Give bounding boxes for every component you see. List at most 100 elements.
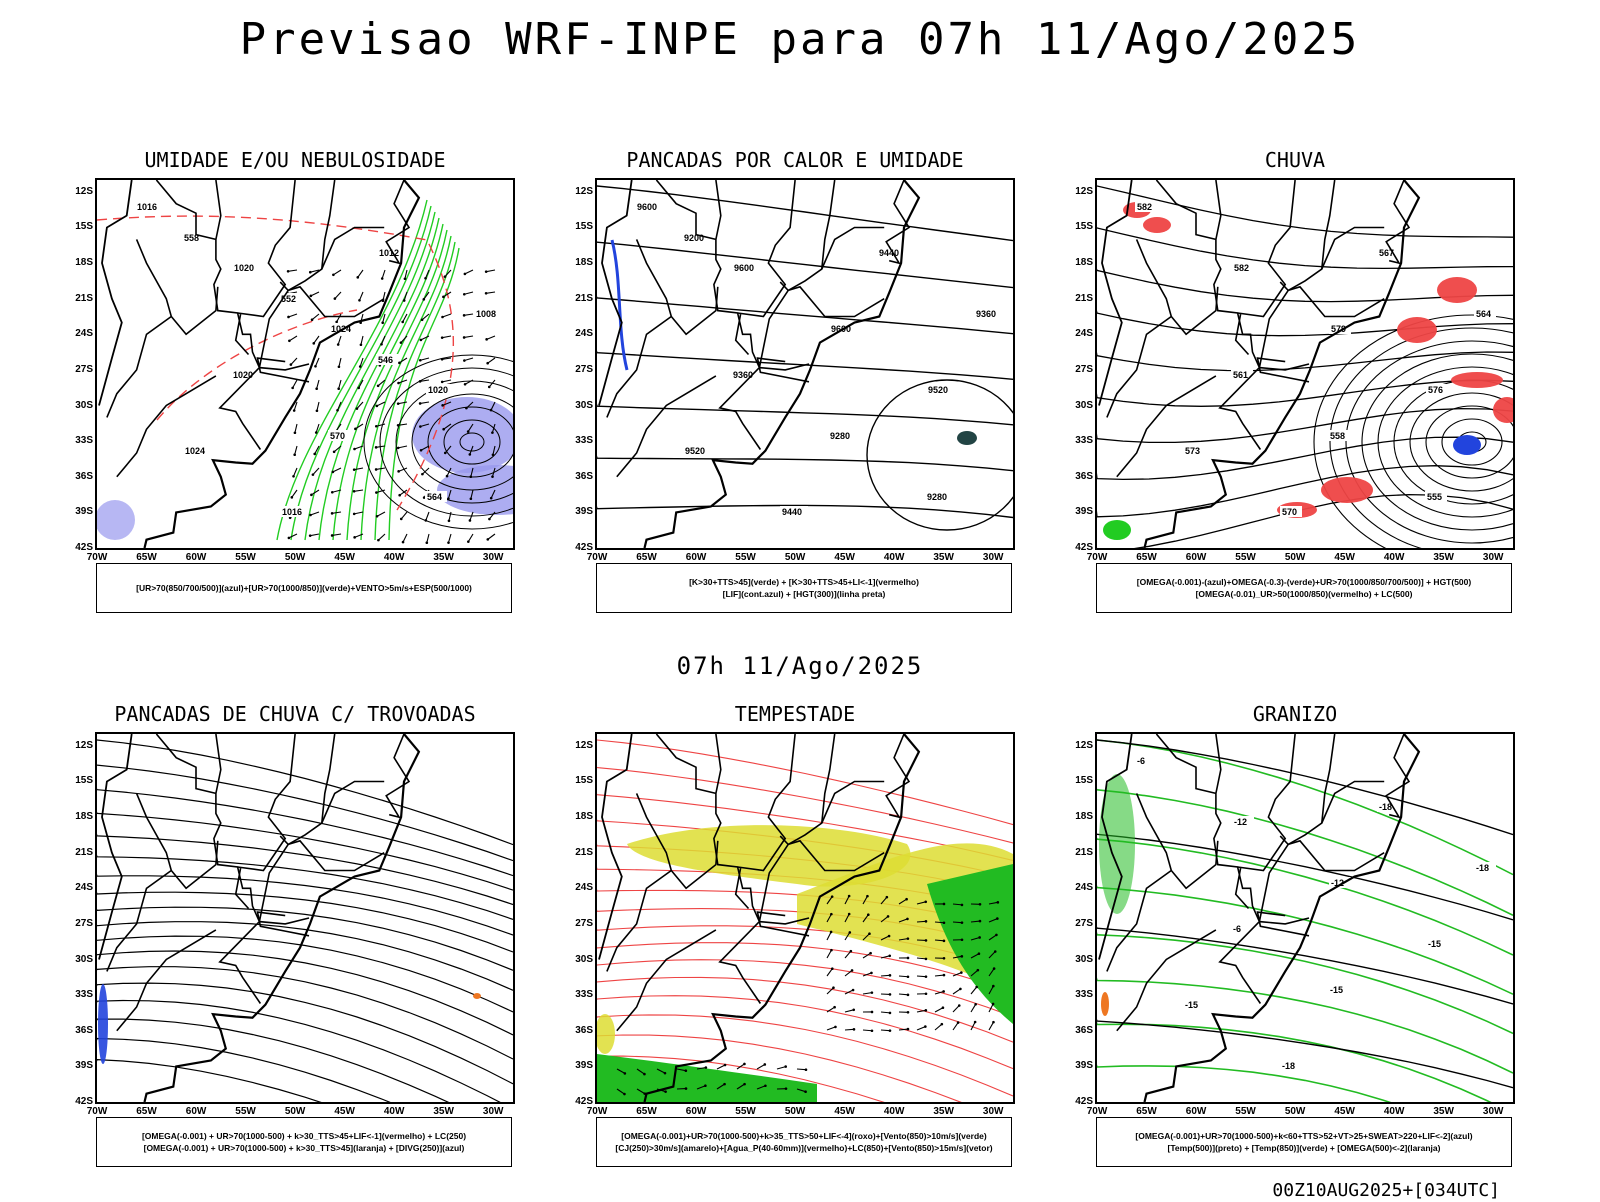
wind-vector: [382, 336, 385, 344]
rain-area: [1437, 277, 1477, 303]
state-border: [617, 376, 716, 477]
longitude-label: 55W: [226, 552, 266, 563]
latitude-label: 18S: [59, 257, 93, 268]
latitude-label: 33S: [559, 435, 593, 446]
legend-line: [LIF](cont.azul) + [HGT(300)](linha pret…: [723, 588, 886, 600]
state-border: [117, 930, 216, 1031]
latitude-label: 36S: [559, 471, 593, 482]
state-border: [1137, 793, 1218, 888]
latitude-label: 21S: [59, 847, 93, 858]
wind-vector-head: [463, 336, 466, 339]
omega-area: [1453, 435, 1481, 455]
contour-label: -15: [1330, 985, 1343, 995]
longitude-label: 70W: [1077, 1106, 1117, 1117]
wind-vector-head: [832, 986, 835, 989]
wind-vector: [487, 336, 495, 339]
panel-title: PANCADAS POR CALOR E UMIDADE: [575, 148, 1015, 172]
state-border: [280, 734, 335, 844]
rain-area: [1451, 372, 1503, 388]
wind-vector-head: [375, 446, 378, 449]
wind-vector-head: [311, 318, 314, 321]
state-border: [259, 287, 384, 370]
wind-vector-head: [957, 1021, 960, 1024]
wind-vector-head: [442, 428, 445, 431]
wind-vector-head: [942, 1006, 945, 1009]
state-border: [607, 871, 671, 972]
wind-vector-head: [357, 387, 360, 390]
wind-vector-head: [997, 901, 1000, 904]
wind-vector-head: [958, 1004, 961, 1007]
page-title: Previsao WRF-INPE para 07h 11/Ago/2025: [0, 14, 1600, 65]
wind-vector-head: [400, 341, 403, 344]
latitude-label: 18S: [1059, 811, 1093, 822]
latitude-label: 24S: [559, 328, 593, 339]
wind-vector: [310, 534, 319, 536]
longitude-label: 65W: [1127, 552, 1167, 563]
longitude-label: 35W: [924, 552, 964, 563]
latitude-label: 30S: [59, 400, 93, 411]
wind-vector-head: [643, 1073, 646, 1076]
wind-vector: [421, 336, 429, 340]
wind-vector: [376, 468, 385, 469]
wind-vector-head: [465, 407, 468, 410]
wind-vector-head: [441, 358, 444, 361]
contour-label: 9600: [734, 263, 754, 273]
wind-vector-head: [442, 296, 445, 299]
streamline: [97, 1060, 513, 1102]
wind-vector-head: [743, 1063, 746, 1066]
streamline: [97, 951, 513, 1035]
longitude-label: 30W: [973, 1106, 1013, 1117]
wind-vector-head: [400, 518, 403, 521]
wind-vector: [971, 987, 977, 994]
rain-area: [1321, 477, 1373, 503]
state-border: [886, 734, 909, 817]
state-border: [1137, 239, 1218, 334]
wind-vector: [420, 402, 429, 403]
wind-vector-head: [905, 898, 908, 901]
wind-vector-head: [851, 969, 854, 972]
longitude-label: 45W: [325, 1106, 365, 1117]
wind-vector-head: [907, 957, 910, 960]
wind-vector: [827, 1027, 835, 1030]
longitude-label: 40W: [1374, 552, 1414, 563]
wind-vector-head: [491, 431, 494, 434]
wind-vector: [953, 1023, 958, 1030]
streamline: [97, 918, 513, 990]
wind-vector-head: [446, 475, 449, 478]
wind-vector-head: [867, 913, 870, 916]
wind-vector: [863, 1030, 872, 1031]
wind-vector: [757, 1064, 765, 1069]
wind-vector: [953, 989, 960, 994]
latitude-label: 27S: [1059, 918, 1093, 929]
wind-vector-head: [889, 1012, 892, 1015]
streamline: [97, 1001, 513, 1103]
humidity-mid-area: [412, 397, 513, 473]
latitude-label: 12S: [59, 186, 93, 197]
wind-vector-head: [889, 974, 892, 977]
streamline: [1097, 1052, 1513, 1103]
wind-vector-head: [888, 954, 891, 957]
wind-vector-head: [288, 537, 291, 540]
latitude-label: 12S: [559, 740, 593, 751]
streamline: [97, 983, 513, 1084]
state-border: [656, 734, 716, 793]
contour-label: -15: [1185, 1000, 1198, 1010]
wind-vector-head: [444, 452, 447, 455]
wind-vector-head: [889, 993, 892, 996]
wind-vector: [420, 358, 429, 360]
panel-legend: [OMEGA(-0.001)-(azul)+OMEGA(-0.3)-(verde…: [1096, 563, 1512, 613]
wind-vector-head: [426, 541, 429, 544]
streamline: [1097, 364, 1513, 406]
state-border: [322, 228, 384, 270]
wind-vector-head: [441, 316, 444, 319]
wind-vector-head: [871, 991, 874, 994]
streamline: [1097, 1007, 1513, 1102]
wind-vector-head: [979, 903, 982, 906]
contour-label: 573: [1185, 446, 1200, 456]
streamline: [1097, 829, 1513, 920]
wind-vector-head: [381, 277, 384, 280]
wind-vector: [899, 994, 908, 995]
wind-vector-head: [470, 497, 473, 500]
latitude-label: 39S: [1059, 1060, 1093, 1071]
